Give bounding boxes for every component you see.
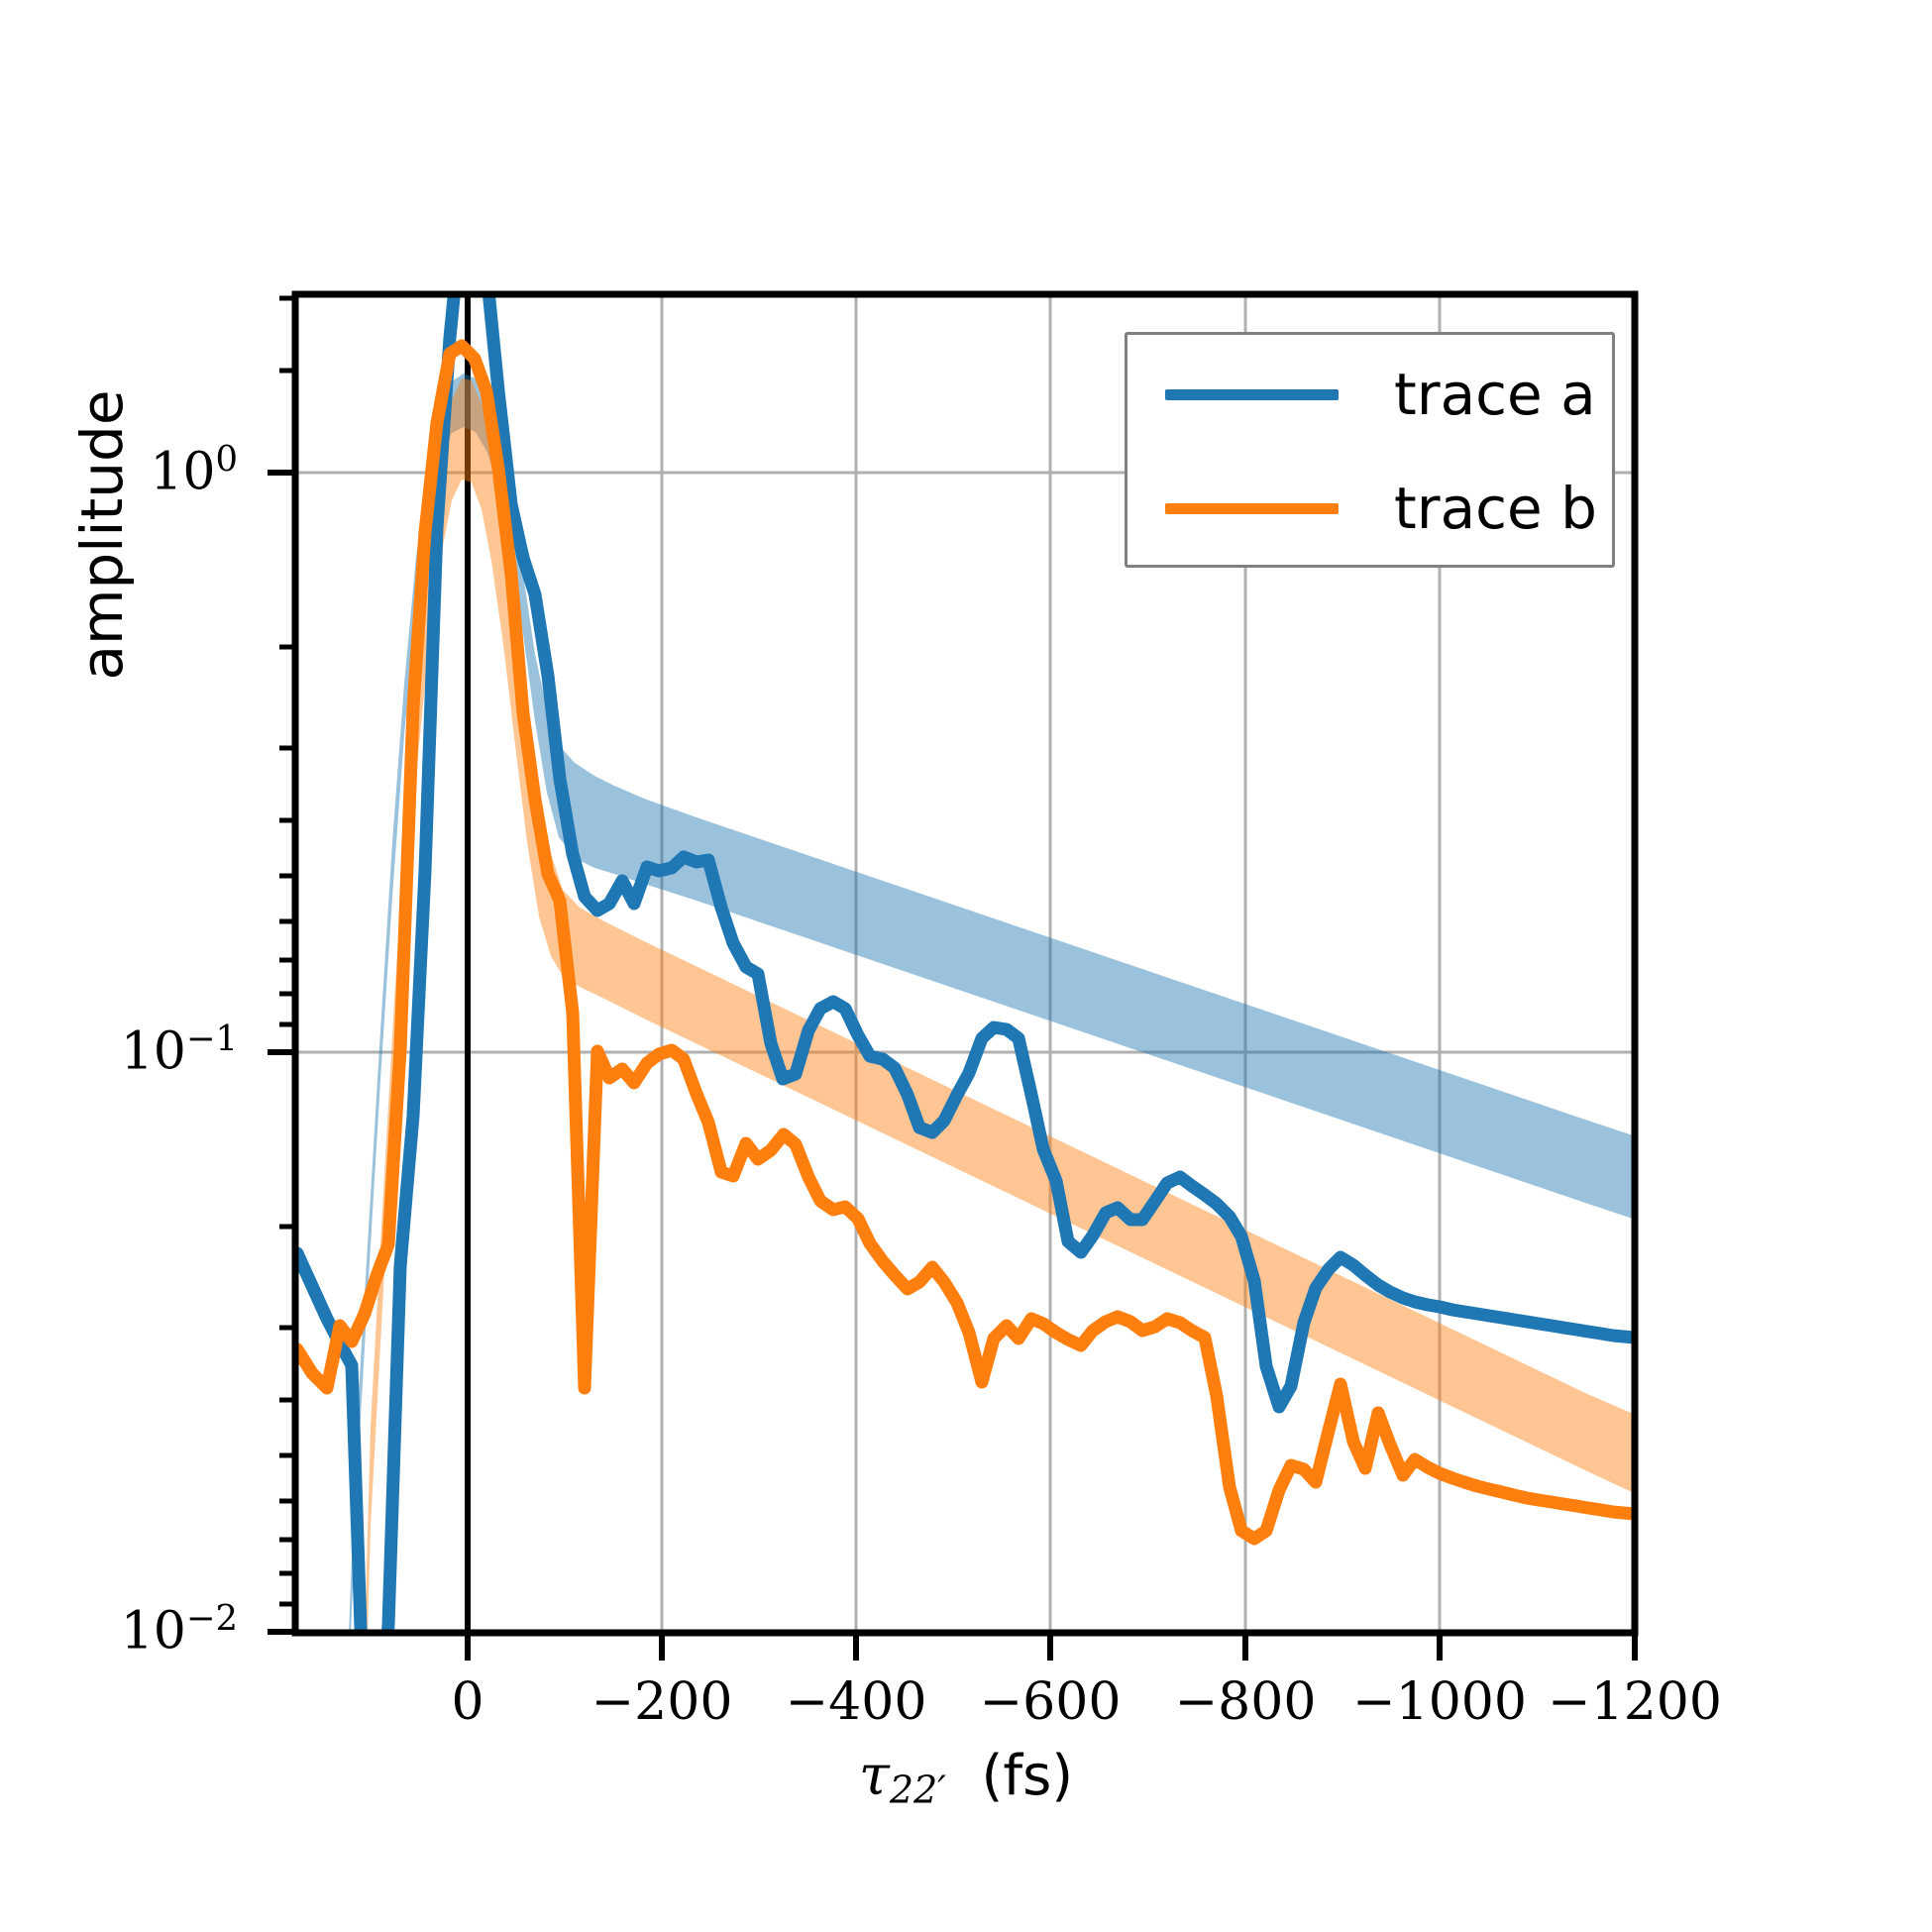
- x-tick-label-600: −600: [979, 1672, 1122, 1732]
- band-trace-b: [365, 378, 1635, 1633]
- x-axis-title-unit: (fs): [981, 1744, 1074, 1808]
- x-tick-label-200: −200: [590, 1672, 733, 1732]
- y-axis-title-wrap: amplitude: [57, 337, 147, 733]
- x-tick-label-1000: −1000: [1352, 1672, 1527, 1732]
- x-tick-label-0: 0: [451, 1672, 484, 1732]
- axes-spines: [291, 290, 1639, 1637]
- x-tick-label-800: −800: [1174, 1672, 1317, 1732]
- legend-entry-trace-a[interactable]: trace a: [1127, 345, 1618, 444]
- x-axis-title-tau: τ: [858, 1744, 890, 1808]
- legend-swatch-trace-a: [1165, 388, 1339, 400]
- y-tick-label-1e-1: 10−1: [120, 1019, 238, 1082]
- y-axis-major-ticks: [268, 470, 295, 1635]
- line-trace-a: [295, 294, 1635, 1633]
- x-axis-title-subscript: 22′: [889, 1768, 946, 1812]
- y-axis-title: amplitude: [68, 389, 136, 681]
- y-tick-label-1e0: 100: [150, 439, 238, 502]
- x-axis-title: τ22′ (fs): [0, 1744, 1932, 1811]
- y-axis-minor-ticks: [279, 295, 295, 1607]
- line-trace-b: [295, 339, 1635, 1546]
- legend-label-trace-b: trace b: [1394, 475, 1597, 542]
- x-axis-ticks: [465, 1633, 1638, 1661]
- legend-box: trace a trace b: [1125, 332, 1615, 568]
- x-tick-label-1200: −1200: [1548, 1672, 1722, 1732]
- x-tick-label-400: −400: [785, 1672, 927, 1732]
- legend-entry-trace-b[interactable]: trace b: [1127, 459, 1618, 558]
- legend-swatch-trace-b: [1165, 502, 1339, 514]
- y-tick-label-1e-2: 10−2: [120, 1598, 238, 1662]
- legend-label-trace-a: trace a: [1394, 361, 1596, 428]
